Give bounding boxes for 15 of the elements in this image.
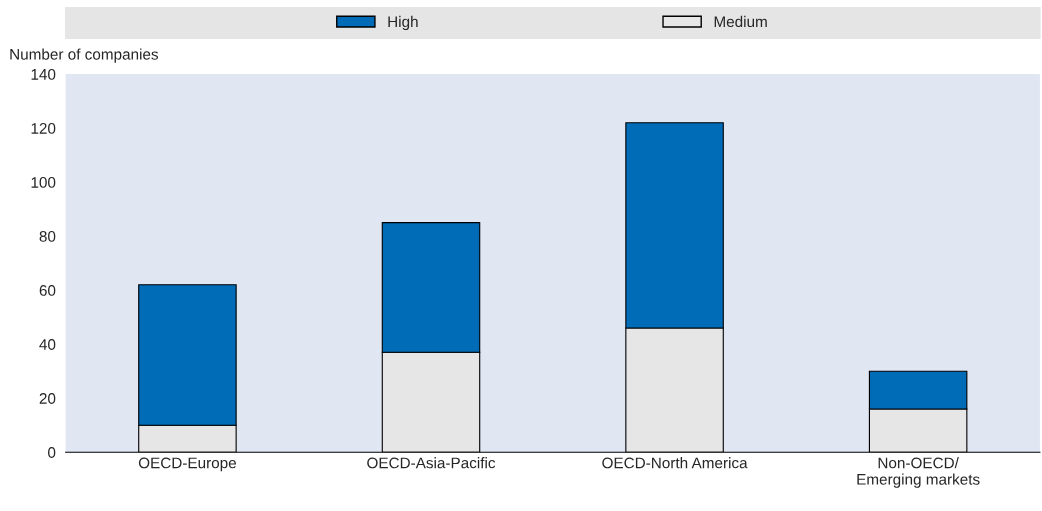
y-axis-title: Number of companies — [10, 48, 159, 63]
x-tick-label: OECD-Europe — [138, 457, 236, 472]
y-tick-label: 40 — [39, 339, 56, 350]
x-tick-label: OECD-Asia-Pacific — [367, 457, 496, 469]
y-tick-label: 0 — [48, 447, 56, 458]
y-tick-label: 140 — [31, 68, 56, 80]
x-tick-label: OECD-North America — [602, 457, 748, 469]
x-tick-label: Non-OECD/ Emerging markets — [857, 457, 980, 488]
y-tick-label: 120 — [31, 122, 56, 134]
y-tick-label: 100 — [31, 177, 56, 188]
y-tick-label: 60 — [39, 285, 56, 296]
legend-label: High — [388, 15, 418, 31]
y-tick-label: 80 — [39, 231, 56, 242]
y-tick-label: 20 — [39, 393, 56, 404]
legend-label: Medium — [714, 15, 767, 28]
